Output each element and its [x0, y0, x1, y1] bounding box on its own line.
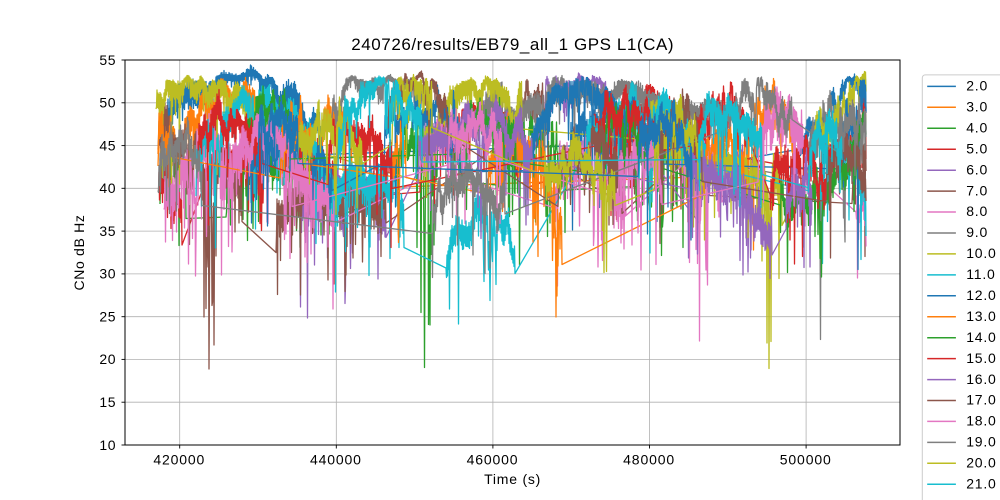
svg-text:420000: 420000: [153, 451, 205, 467]
svg-text:CNo dB Hz: CNo dB Hz: [71, 214, 87, 290]
svg-text:35: 35: [99, 223, 116, 239]
svg-text:20: 20: [99, 351, 116, 367]
svg-text:40: 40: [99, 180, 116, 196]
svg-text:22.0: 22.0: [966, 496, 996, 500]
svg-text:17.0: 17.0: [966, 392, 996, 408]
svg-text:15: 15: [99, 394, 116, 410]
svg-text:480000: 480000: [623, 451, 675, 467]
svg-text:240726/results/EB79_all_1 GPS: 240726/results/EB79_all_1 GPS L1(CA): [351, 35, 674, 54]
svg-text:15.0: 15.0: [966, 350, 996, 366]
svg-text:50: 50: [99, 95, 116, 111]
svg-text:3.0: 3.0: [966, 99, 988, 115]
svg-text:2.0: 2.0: [966, 78, 988, 94]
svg-text:12.0: 12.0: [966, 287, 996, 303]
svg-text:18.0: 18.0: [966, 413, 996, 429]
svg-text:11.0: 11.0: [966, 266, 995, 282]
svg-text:7.0: 7.0: [966, 182, 988, 198]
svg-text:440000: 440000: [310, 451, 362, 467]
svg-text:13.0: 13.0: [966, 308, 996, 324]
svg-text:14.0: 14.0: [966, 329, 996, 345]
svg-text:10.0: 10.0: [966, 245, 996, 261]
svg-text:21.0: 21.0: [966, 476, 996, 492]
svg-text:8.0: 8.0: [966, 203, 988, 219]
svg-text:25: 25: [99, 309, 116, 325]
svg-text:460000: 460000: [467, 451, 519, 467]
svg-text:6.0: 6.0: [966, 161, 988, 177]
svg-text:4.0: 4.0: [966, 120, 988, 136]
svg-text:45: 45: [99, 137, 116, 153]
svg-text:5.0: 5.0: [966, 140, 988, 156]
svg-text:30: 30: [99, 266, 116, 282]
svg-text:16.0: 16.0: [966, 371, 996, 387]
svg-text:10: 10: [99, 437, 116, 453]
svg-text:9.0: 9.0: [966, 224, 988, 240]
svg-text:Time (s): Time (s): [484, 471, 541, 487]
svg-text:55: 55: [99, 52, 116, 68]
svg-text:19.0: 19.0: [966, 434, 996, 450]
svg-text:20.0: 20.0: [966, 455, 996, 471]
svg-text:500000: 500000: [780, 451, 832, 467]
